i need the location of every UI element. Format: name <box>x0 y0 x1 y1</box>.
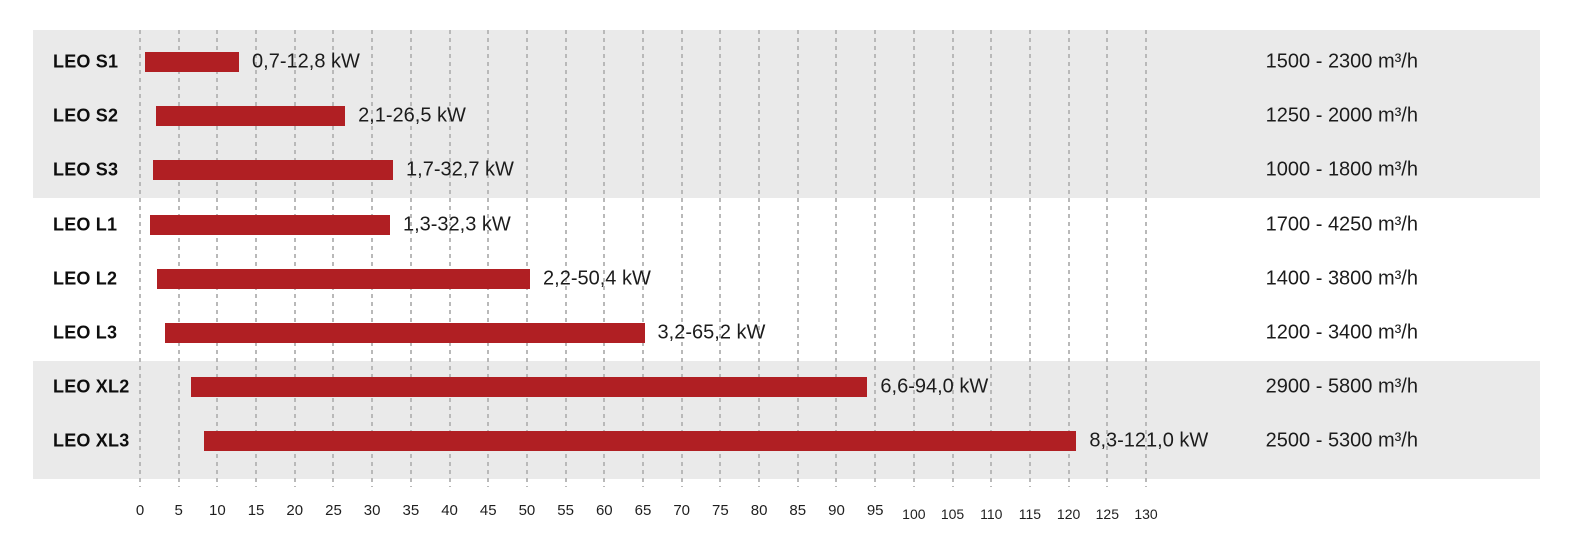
gridline <box>874 30 877 487</box>
x-axis-tick-label: 110 <box>980 506 1003 522</box>
power-range-label: 0,7-12,8 kW <box>252 50 360 73</box>
x-axis-tick-label: 115 <box>1018 506 1042 522</box>
gridline <box>332 30 335 487</box>
power-range-label: 1,3-32,3 kW <box>402 213 511 236</box>
x-axis-tick-label: 30 <box>363 502 381 519</box>
gridline <box>371 30 374 487</box>
gridline <box>990 30 993 487</box>
x-axis-tick-label: 125 <box>1095 506 1119 522</box>
power-range-bar <box>164 323 645 344</box>
airflow-range-label: 2900 - 5800 m³/h <box>1265 375 1418 398</box>
airflow-range-label: 1250 - 2000 m³/h <box>1265 104 1418 127</box>
x-axis-tick-label: 85 <box>789 502 807 519</box>
gridline <box>564 30 567 487</box>
gridline <box>1106 30 1109 487</box>
gridline <box>758 30 761 487</box>
airflow-range-label: 1400 - 3800 m³/h <box>1265 267 1418 290</box>
gridline <box>680 30 683 487</box>
model-label: LEO L2 <box>53 268 118 289</box>
x-axis-tick-label: 130 <box>1134 506 1158 522</box>
power-range-label: 6,6-94,0 kW <box>880 375 989 398</box>
gridline <box>216 30 219 487</box>
x-axis-tick-label: 60 <box>595 502 613 519</box>
x-axis-tick-label: 95 <box>866 502 884 519</box>
airflow-range-label: 2500 - 5300 m³/h <box>1265 429 1418 452</box>
x-axis-tick-label: 5 <box>174 502 183 519</box>
power-range-label: 2,2-50,4 kW <box>543 267 651 290</box>
x-axis-tick-label: 55 <box>557 502 574 519</box>
model-label: LEO L1 <box>53 214 118 235</box>
power-range-bar <box>156 106 346 127</box>
x-axis-tick-label: 50 <box>518 502 536 519</box>
gridline <box>255 30 258 487</box>
x-axis-tick-label: 105 <box>940 506 965 522</box>
gridline <box>796 30 799 487</box>
gridline <box>719 30 722 487</box>
model-label: LEO S3 <box>53 159 119 180</box>
x-axis-tick-label: 80 <box>750 502 768 519</box>
power-range-bar <box>153 160 394 181</box>
power-range-bar <box>157 268 530 289</box>
power-range-label: 3,2-65,2 kW <box>657 321 766 344</box>
model-label: LEO S2 <box>53 105 119 126</box>
power-range-bar <box>145 52 240 72</box>
power-range-bar <box>204 431 1077 452</box>
airflow-range-label: 1200 - 3400 m³/h <box>1265 321 1418 344</box>
model-label: LEO L3 <box>53 322 118 343</box>
gridline <box>139 30 141 487</box>
gridline <box>912 30 915 487</box>
x-axis-tick-label: 40 <box>441 502 458 519</box>
x-axis-tick-label: 75 <box>712 502 729 519</box>
power-range-bar <box>150 214 390 235</box>
gridline <box>293 30 296 487</box>
x-axis-tick-label: 45 <box>479 502 497 519</box>
gridline <box>448 30 451 487</box>
gridline <box>1067 30 1070 487</box>
power-range-label: 2,1-26,5 kW <box>358 104 466 127</box>
x-axis-tick-label: 10 <box>209 502 226 519</box>
x-axis-tick-label: 15 <box>247 502 265 519</box>
gridline <box>642 30 644 487</box>
x-axis-tick-label: 25 <box>325 502 342 519</box>
airflow-range-label: 1500 - 2300 m³/h <box>1265 50 1418 73</box>
x-axis-tick-label: 90 <box>828 502 845 519</box>
x-axis-tick-label: 70 <box>673 502 691 519</box>
power-range-label: 1,7-32,7 kW <box>406 158 514 181</box>
x-axis-tick-label: 35 <box>402 502 420 519</box>
gridline <box>1028 30 1031 487</box>
model-label: LEO XL3 <box>53 430 130 451</box>
gridline <box>525 30 528 487</box>
gridline <box>1145 30 1147 487</box>
airflow-range-label: 1700 - 4250 m³/h <box>1265 213 1418 236</box>
gridline <box>835 30 838 487</box>
gridline <box>487 30 490 487</box>
x-axis-tick-label: 65 <box>634 502 652 519</box>
x-axis-tick-label: 100 <box>902 506 926 522</box>
gridline <box>409 30 412 487</box>
model-label: LEO XL2 <box>53 376 130 397</box>
power-range-label: 8,3-121,0 kW <box>1089 429 1209 452</box>
airflow-range-label: 1000 - 1800 m³/h <box>1265 158 1418 181</box>
power-range-bar <box>191 377 868 398</box>
model-label: LEO S1 <box>53 51 119 72</box>
x-axis-tick-label: 20 <box>286 502 304 519</box>
x-axis-tick-label: 0 <box>135 502 145 519</box>
x-axis-tick-label: 120 <box>1056 506 1081 522</box>
gridline <box>603 30 606 487</box>
gridline <box>177 30 180 487</box>
gridline <box>951 30 954 487</box>
